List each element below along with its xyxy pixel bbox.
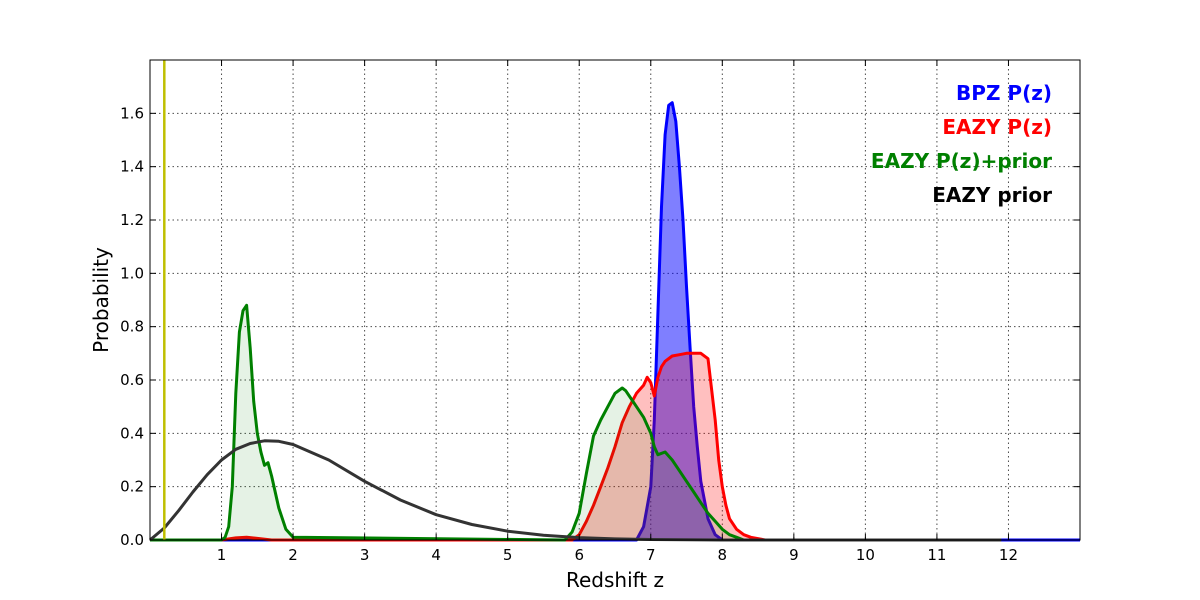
x-tick-label: 10 — [856, 546, 875, 564]
y-tick-label: 1.0 — [120, 264, 144, 282]
tick-layer: 1 2 3 4 5 6 7 8 9 10 11 120.00.20.40.60.81.01.21.41… — [120, 60, 1080, 564]
series-layer — [149, 101, 1080, 542]
series-area — [150, 353, 1080, 540]
legend: BPZ P(z) EAZY P(z) EAZY P(z)+prior EAZY pri… — [871, 81, 1052, 207]
y-tick-label: 1.2 — [120, 211, 144, 229]
x-tick-label: 1 — [217, 546, 227, 564]
series-area — [150, 305, 1080, 540]
series-line — [150, 303, 1080, 542]
legend-entry: BPZ P(z) — [956, 81, 1052, 105]
y-tick-label: 0.4 — [120, 424, 144, 442]
x-tick-label: 7 — [646, 546, 656, 564]
x-tick-label: 3 — [360, 546, 370, 564]
x-tick-label: 5 — [503, 546, 513, 564]
y-tick-label: 0.8 — [120, 318, 144, 336]
y-axis-label: Probability — [89, 247, 113, 353]
y-tick-label: 0.0 — [120, 531, 144, 549]
y-tick-label: 1.6 — [120, 104, 144, 122]
y-tick-label: 0.6 — [120, 371, 144, 389]
legend-entry: EAZY P(z)+prior — [871, 149, 1052, 173]
x-tick-label: 12 — [999, 546, 1018, 564]
x-tick-label: 2 — [288, 546, 298, 564]
x-tick-label: 4 — [431, 546, 441, 564]
legend-entry: EAZY P(z) — [942, 115, 1052, 139]
series-eazy-p-z-prior — [150, 303, 1080, 542]
legend-entry: EAZY prior — [932, 183, 1052, 207]
x-axis-label: Redshift z — [566, 568, 664, 592]
y-tick-label: 0.2 — [120, 478, 144, 496]
x-tick-label: 6 — [574, 546, 584, 564]
x-tick-label: 8 — [718, 546, 728, 564]
plot-frame — [149, 59, 1081, 541]
y-tick-label: 1.4 — [120, 158, 144, 176]
x-tick-label: 9 — [789, 546, 799, 564]
x-tick-label: 11 — [927, 546, 946, 564]
